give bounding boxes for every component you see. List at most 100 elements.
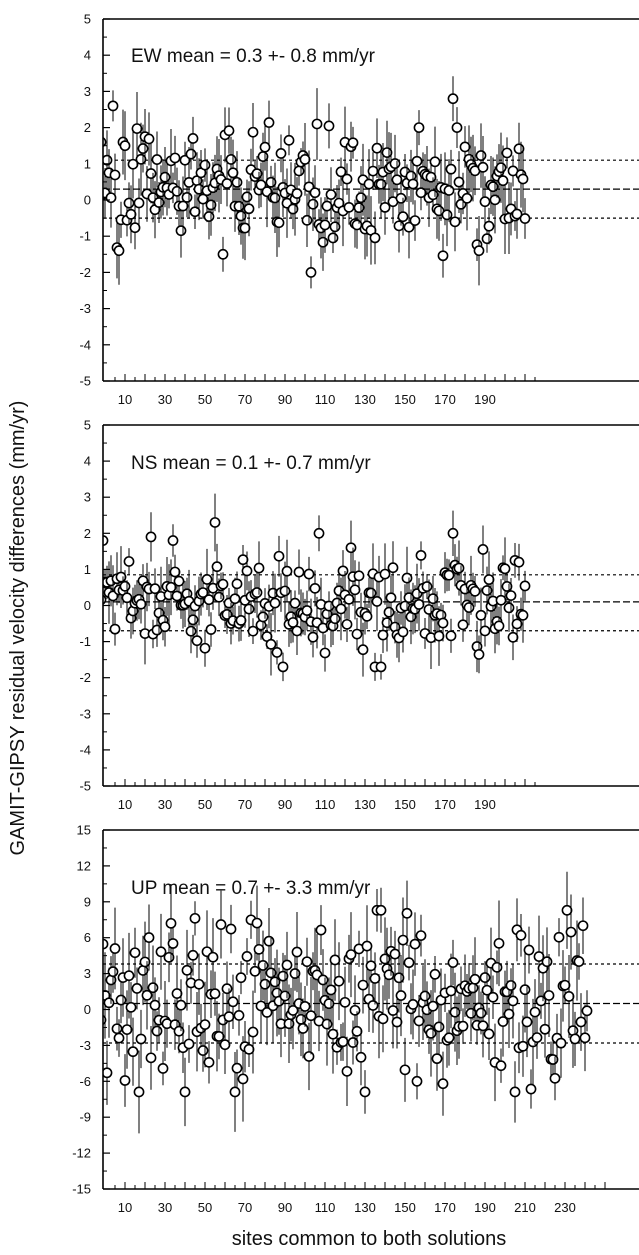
ns-ytick-label: -4 xyxy=(79,742,91,757)
ns-xtick-label: 70 xyxy=(238,797,252,812)
up-data-point xyxy=(327,1028,339,1040)
up-data-point xyxy=(475,1007,487,1019)
ew-data-point xyxy=(449,216,461,228)
ns-data-point xyxy=(453,562,465,574)
up-data-point xyxy=(359,1086,371,1098)
ew-data-point xyxy=(243,203,255,215)
ns-xtick-label: 170 xyxy=(434,797,456,812)
ns-data-point xyxy=(483,574,495,586)
ns-data-point xyxy=(387,562,399,574)
up-data-point xyxy=(325,984,337,996)
ns-data-point xyxy=(345,542,357,554)
up-data-point xyxy=(305,1010,317,1022)
ew-ytick-label: 0 xyxy=(84,193,91,208)
ns-data-point xyxy=(495,594,507,606)
up-data-point xyxy=(149,999,161,1011)
up-data-point xyxy=(237,1073,249,1085)
up-data-point xyxy=(509,1086,521,1098)
up-data-point xyxy=(173,1025,185,1037)
ew-data-point xyxy=(369,232,381,244)
ew-data-point xyxy=(299,153,311,165)
up-data-point xyxy=(157,1063,169,1074)
up-data-point xyxy=(487,991,499,1003)
ew-data-point xyxy=(451,122,463,133)
ew-data-point xyxy=(203,211,215,222)
ew-xtick-label: 90 xyxy=(278,392,292,407)
ew-data-point xyxy=(497,175,509,187)
ew-data-point xyxy=(395,192,407,204)
ns-data-point xyxy=(217,578,229,590)
ew-data-point xyxy=(169,152,181,164)
ns-data-point xyxy=(477,544,489,555)
up-data-point xyxy=(227,996,239,1008)
ns-data-point xyxy=(123,556,135,567)
up-xtick-label: 10 xyxy=(118,1200,132,1215)
ew-data-point xyxy=(415,187,427,199)
ew-xtick-label: 150 xyxy=(394,392,416,407)
up-data-point xyxy=(147,982,159,994)
ns-data-point xyxy=(341,618,353,630)
ew-data-point xyxy=(319,219,331,231)
ns-ytick-label: 2 xyxy=(84,526,91,541)
ns-ytick-label: -2 xyxy=(79,670,91,685)
up-data-point xyxy=(547,1054,559,1065)
up-data-point xyxy=(559,979,571,991)
up-data-point xyxy=(541,956,553,968)
up-data-point xyxy=(287,1005,299,1016)
up-data-point xyxy=(121,1024,133,1036)
up-data-point xyxy=(135,1033,147,1045)
ns-data-point xyxy=(237,554,249,566)
up-data-point xyxy=(367,1000,379,1011)
up-data-point xyxy=(563,991,575,1002)
ew-data-point xyxy=(325,189,337,201)
ns-xtick-label: 30 xyxy=(158,797,172,812)
up-xtick-label: 190 xyxy=(474,1200,496,1215)
up-data-point xyxy=(521,1016,533,1028)
ns-xtick-label: 130 xyxy=(354,797,376,812)
ns-data-point xyxy=(511,618,523,630)
ew-data-point xyxy=(199,159,211,171)
up-data-point xyxy=(369,973,381,984)
up-data-point xyxy=(469,973,481,985)
ns-data-point xyxy=(203,594,215,606)
up-data-point xyxy=(103,1014,107,1025)
up-data-point xyxy=(317,974,329,986)
up-xtick-label: 50 xyxy=(198,1200,212,1215)
up-data-point xyxy=(139,956,151,968)
ns-data-point xyxy=(447,527,459,539)
ns-data-point xyxy=(185,625,197,637)
ns-data-point xyxy=(397,626,409,638)
up-data-point xyxy=(477,1020,489,1032)
ew-data-point xyxy=(489,194,501,206)
ew-data-point xyxy=(131,123,143,135)
ns-data-point xyxy=(251,587,263,598)
ew-data-point xyxy=(223,125,235,137)
up-data-point xyxy=(397,934,409,946)
ew-data-point xyxy=(475,150,487,161)
up-data-point xyxy=(301,956,313,968)
ns-data-point xyxy=(187,614,199,626)
up-data-point xyxy=(395,990,407,1001)
up-data-point xyxy=(207,951,219,963)
ns-data-point xyxy=(149,583,161,595)
y-axis-title: GAMIT-GIPSY residual velocity difference… xyxy=(7,401,29,856)
ns-data-point xyxy=(463,602,475,613)
up-data-point xyxy=(389,948,401,960)
ns-data-point xyxy=(351,628,363,640)
up-xtick-label: 30 xyxy=(158,1200,172,1215)
ew-data-point xyxy=(447,93,459,105)
ns-data-point xyxy=(291,625,303,637)
up-data-point xyxy=(261,1006,273,1018)
ew-data-point xyxy=(273,217,285,229)
ns-data-marks xyxy=(103,493,639,682)
ew-data-point xyxy=(371,142,383,154)
ns-data-point xyxy=(269,597,281,609)
up-data-point xyxy=(109,943,121,954)
ew-xtick-label: 170 xyxy=(434,392,456,407)
up-data-point xyxy=(203,1056,215,1068)
up-data-point xyxy=(277,970,289,982)
ns-data-point xyxy=(229,593,241,605)
up-data-point xyxy=(111,1023,123,1035)
up-data-point xyxy=(411,1075,423,1087)
